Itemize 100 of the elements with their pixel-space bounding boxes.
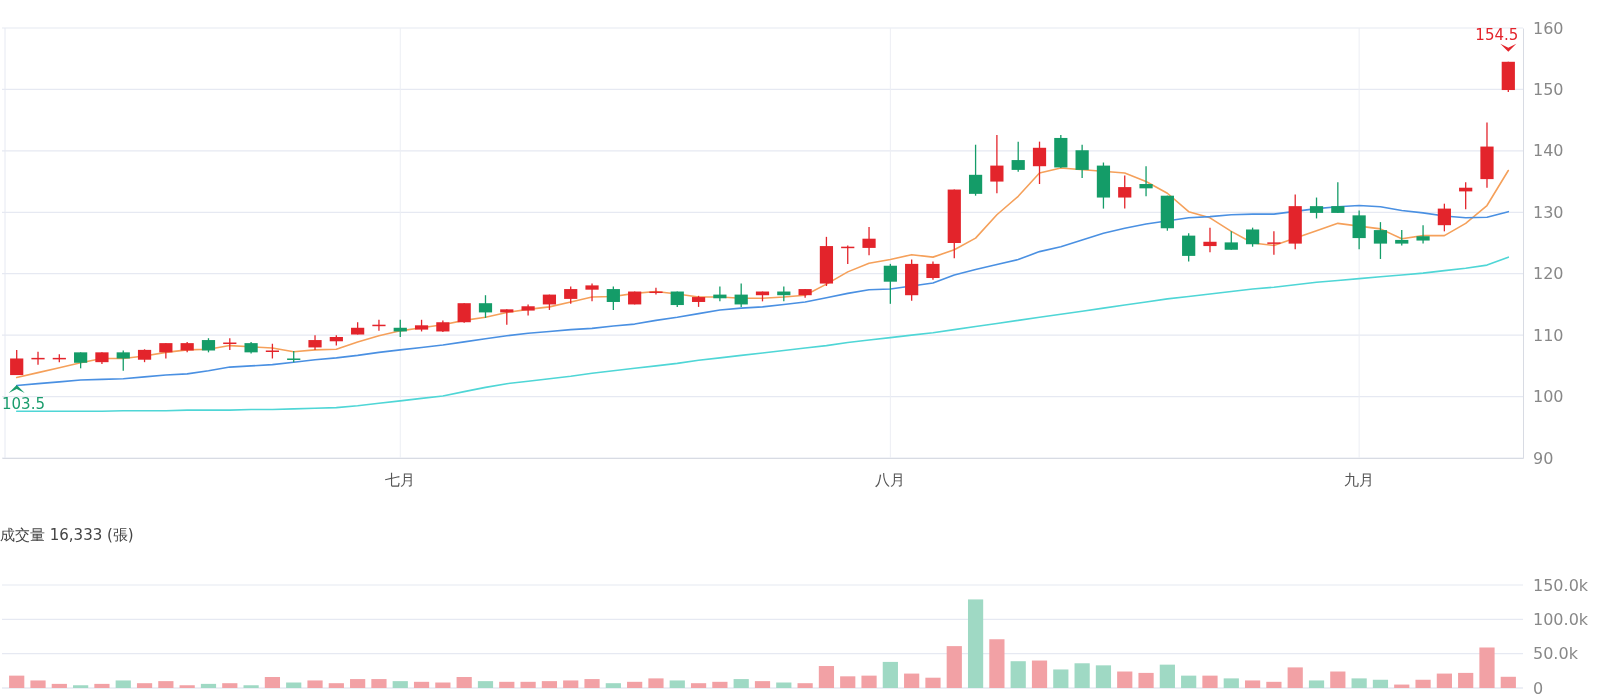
candlestick (1416, 224, 1430, 245)
y-tick-label: 50.0k (1533, 644, 1579, 664)
bar (499, 681, 515, 688)
bar (818, 666, 835, 688)
bar (51, 683, 67, 688)
bar (627, 681, 643, 688)
y-tick-label: 100 (1533, 387, 1564, 407)
candlestick (1352, 209, 1366, 250)
bar (158, 681, 174, 688)
candlestick (116, 349, 130, 372)
candlestick (862, 226, 876, 256)
bar (307, 680, 323, 688)
bar (1223, 678, 1239, 688)
bar (690, 683, 707, 688)
bar (1074, 663, 1090, 688)
y-tick-label: 90 (1533, 448, 1554, 468)
candlestick (926, 260, 940, 281)
candlestick (585, 282, 599, 303)
bar (9, 675, 25, 688)
x-tick-label: 八月 (875, 470, 906, 489)
candlestick (1224, 230, 1238, 251)
bar (136, 683, 153, 688)
bar (200, 683, 217, 688)
candlestick (1203, 226, 1217, 253)
bar (1330, 671, 1346, 688)
bar (371, 679, 387, 688)
bar (1053, 669, 1069, 688)
bar (1095, 665, 1112, 688)
x-tick-label: 七月 (385, 470, 416, 489)
y-tick-label: 110 (1533, 325, 1564, 345)
bar (413, 681, 430, 688)
annotation: 103.5 (2, 395, 45, 414)
bar (861, 675, 877, 688)
bar (1159, 664, 1175, 688)
candlestick (1309, 196, 1324, 220)
candlestick (1182, 232, 1196, 263)
bar (754, 681, 771, 688)
candlestick (1118, 174, 1132, 210)
y-tick-label: 150.0k (1533, 575, 1589, 595)
bar (1500, 676, 1516, 688)
bar (925, 677, 941, 688)
bar (1138, 672, 1154, 688)
bar (1351, 678, 1367, 688)
bar (1031, 660, 1048, 688)
candlestick (1139, 165, 1153, 197)
bar (477, 681, 494, 688)
bar (520, 681, 536, 688)
candlestick (1011, 140, 1025, 173)
bar (840, 676, 856, 688)
bar (967, 599, 984, 688)
y-tick-label: 0 (1533, 678, 1544, 698)
x-tick-label: 九月 (1344, 470, 1375, 489)
bar (541, 681, 558, 688)
bar (584, 679, 600, 688)
bar (243, 685, 259, 688)
bar (1287, 667, 1303, 688)
bar (882, 661, 898, 688)
annotation: 154.5 (1475, 25, 1519, 44)
bar (669, 680, 685, 688)
bar (1266, 681, 1282, 688)
bar (1458, 672, 1474, 688)
bar (73, 685, 89, 688)
bar (1479, 647, 1495, 688)
bar (115, 680, 131, 688)
bar (1308, 680, 1325, 688)
bar (904, 673, 920, 688)
y-tick-label: 160 (1533, 18, 1564, 38)
bar (456, 677, 472, 688)
chart-title: 成交量 16,333 (張) (0, 526, 134, 544)
candlestick (1245, 226, 1260, 248)
bar (30, 680, 46, 688)
candlestick (1032, 140, 1047, 185)
bar (179, 685, 195, 688)
bar (1202, 675, 1218, 688)
candlestick (883, 263, 897, 305)
bar (1436, 673, 1452, 688)
bar (563, 680, 579, 688)
bar (712, 681, 728, 688)
bar (797, 683, 813, 688)
candlestick (10, 349, 24, 376)
bar (328, 683, 344, 688)
bar (946, 646, 962, 688)
bar (1010, 661, 1026, 688)
y-tick-label: 130 (1533, 202, 1564, 222)
candlestick (990, 134, 1004, 194)
candlestick (968, 144, 983, 197)
bar (222, 683, 238, 688)
bar (1415, 679, 1431, 688)
candlestick (457, 302, 471, 324)
candlestick (478, 294, 493, 319)
y-tick-label: 140 (1533, 141, 1564, 161)
bar (94, 683, 110, 688)
bar (1117, 671, 1133, 688)
candlestick (734, 282, 748, 308)
bar (1181, 675, 1197, 688)
bar (989, 639, 1005, 688)
y-tick-label: 150 (1533, 80, 1564, 100)
candlestick (1267, 230, 1281, 256)
bar (1372, 679, 1389, 688)
y-tick-label: 100.0k (1533, 609, 1589, 629)
